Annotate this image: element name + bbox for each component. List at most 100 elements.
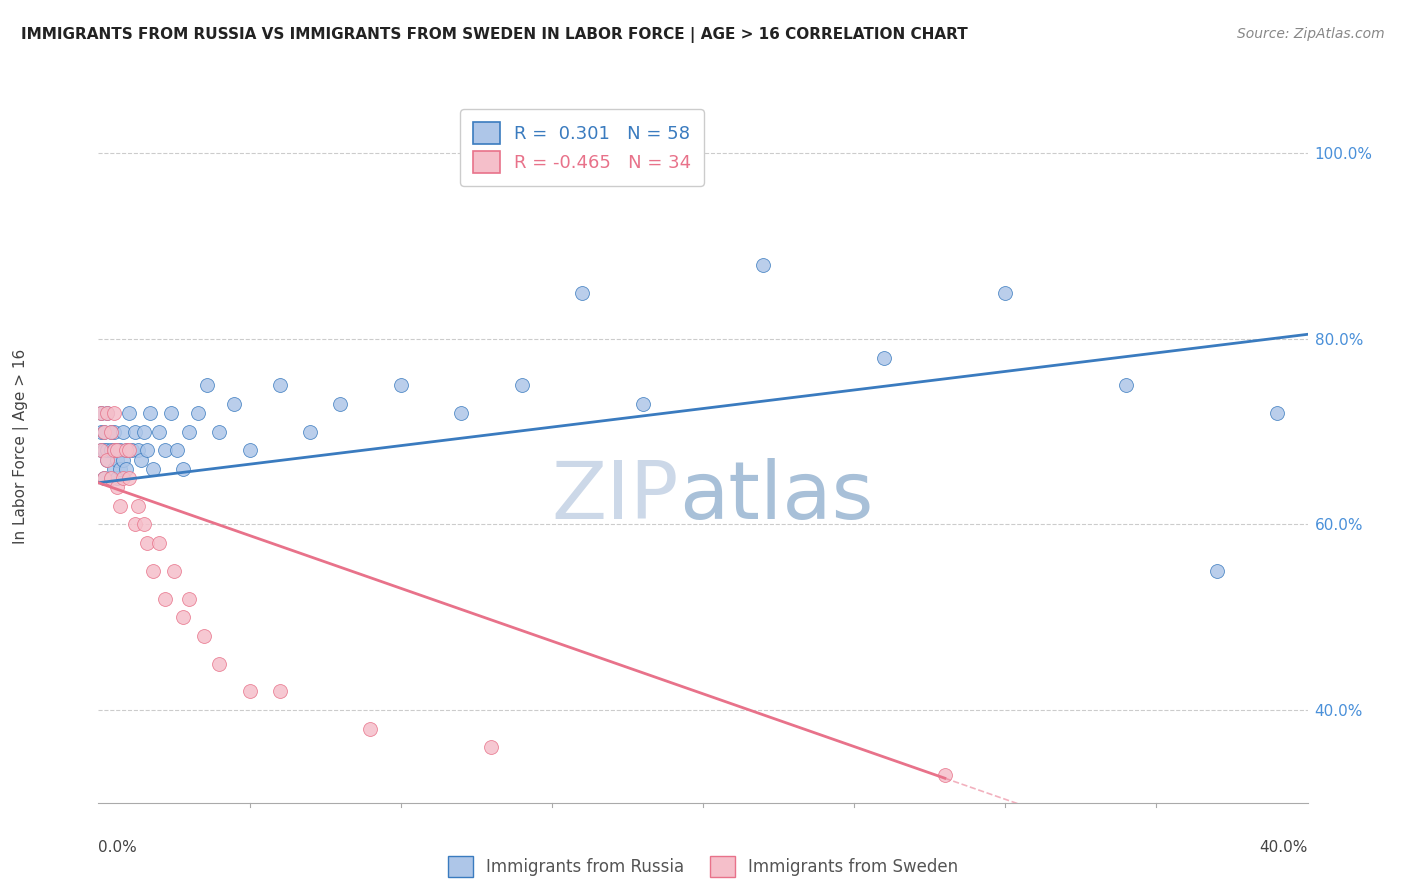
Text: Source: ZipAtlas.com: Source: ZipAtlas.com xyxy=(1237,27,1385,41)
Point xyxy=(90,443,112,458)
Point xyxy=(118,406,141,420)
Point xyxy=(153,443,176,458)
Point xyxy=(108,462,131,476)
Text: In Labor Force | Age > 16: In Labor Force | Age > 16 xyxy=(13,349,30,543)
Point xyxy=(172,610,194,624)
Point xyxy=(752,258,775,272)
Point xyxy=(105,471,128,485)
Point xyxy=(90,406,112,420)
Point xyxy=(1115,378,1137,392)
Point xyxy=(153,591,176,606)
Point xyxy=(96,443,118,458)
Point xyxy=(510,378,533,392)
Point xyxy=(111,452,134,467)
Point xyxy=(179,425,201,439)
Point xyxy=(193,629,215,643)
Point xyxy=(360,722,382,736)
Point xyxy=(195,378,218,392)
Point xyxy=(224,397,246,411)
Point xyxy=(93,471,115,485)
Point xyxy=(148,536,170,550)
Point xyxy=(208,425,231,439)
Point xyxy=(96,406,118,420)
Point xyxy=(135,536,157,550)
Point xyxy=(121,443,143,458)
Text: ZIP: ZIP xyxy=(551,458,679,536)
Point xyxy=(160,406,183,420)
Point xyxy=(142,564,165,578)
Point xyxy=(103,425,125,439)
Point xyxy=(105,452,128,467)
Point xyxy=(631,397,654,411)
Point xyxy=(129,452,152,467)
Point xyxy=(93,425,115,439)
Point xyxy=(1206,564,1229,578)
Point xyxy=(571,285,593,300)
Point xyxy=(163,564,186,578)
Text: IMMIGRANTS FROM RUSSIA VS IMMIGRANTS FROM SWEDEN IN LABOR FORCE | AGE > 16 CORRE: IMMIGRANTS FROM RUSSIA VS IMMIGRANTS FRO… xyxy=(21,27,967,43)
Point xyxy=(103,406,125,420)
Point xyxy=(172,462,194,476)
Point xyxy=(96,406,118,420)
Point xyxy=(100,471,122,485)
Point xyxy=(135,443,157,458)
Point xyxy=(873,351,896,365)
Point xyxy=(111,425,134,439)
Point xyxy=(124,517,146,532)
Point xyxy=(139,406,162,420)
Point xyxy=(179,591,201,606)
Point xyxy=(105,443,128,458)
Legend: Immigrants from Russia, Immigrants from Sweden: Immigrants from Russia, Immigrants from … xyxy=(440,848,966,885)
Point xyxy=(124,425,146,439)
Point xyxy=(239,684,262,698)
Point xyxy=(187,406,209,420)
Point xyxy=(108,443,131,458)
Point xyxy=(148,425,170,439)
Point xyxy=(142,462,165,476)
Point xyxy=(100,471,122,485)
Point xyxy=(100,425,122,439)
Point xyxy=(118,443,141,458)
Point xyxy=(93,425,115,439)
Point xyxy=(208,657,231,671)
Text: atlas: atlas xyxy=(679,458,873,536)
Point xyxy=(994,285,1017,300)
Point xyxy=(269,684,291,698)
Point xyxy=(132,517,155,532)
Point xyxy=(114,462,136,476)
Point xyxy=(108,499,131,513)
Point xyxy=(166,443,188,458)
Point xyxy=(96,452,118,467)
Text: 40.0%: 40.0% xyxy=(1260,840,1308,855)
Point xyxy=(132,425,155,439)
Point xyxy=(103,443,125,458)
Point xyxy=(103,462,125,476)
Point xyxy=(114,443,136,458)
Point xyxy=(934,768,956,782)
Point xyxy=(118,471,141,485)
Point xyxy=(269,378,291,392)
Point xyxy=(96,452,118,467)
Text: 0.0%: 0.0% xyxy=(98,840,138,855)
Point xyxy=(93,443,115,458)
Point xyxy=(105,480,128,494)
Point xyxy=(481,740,503,755)
Point xyxy=(111,471,134,485)
Point xyxy=(114,443,136,458)
Point xyxy=(329,397,352,411)
Point xyxy=(90,406,112,420)
Point xyxy=(127,499,149,513)
Point xyxy=(90,443,112,458)
Point xyxy=(450,406,472,420)
Point xyxy=(103,443,125,458)
Point xyxy=(100,443,122,458)
Point xyxy=(93,471,115,485)
Point xyxy=(100,425,122,439)
Point xyxy=(90,425,112,439)
Point xyxy=(389,378,412,392)
Point xyxy=(239,443,262,458)
Point xyxy=(299,425,322,439)
Point xyxy=(1267,406,1289,420)
Point xyxy=(127,443,149,458)
Point xyxy=(105,443,128,458)
